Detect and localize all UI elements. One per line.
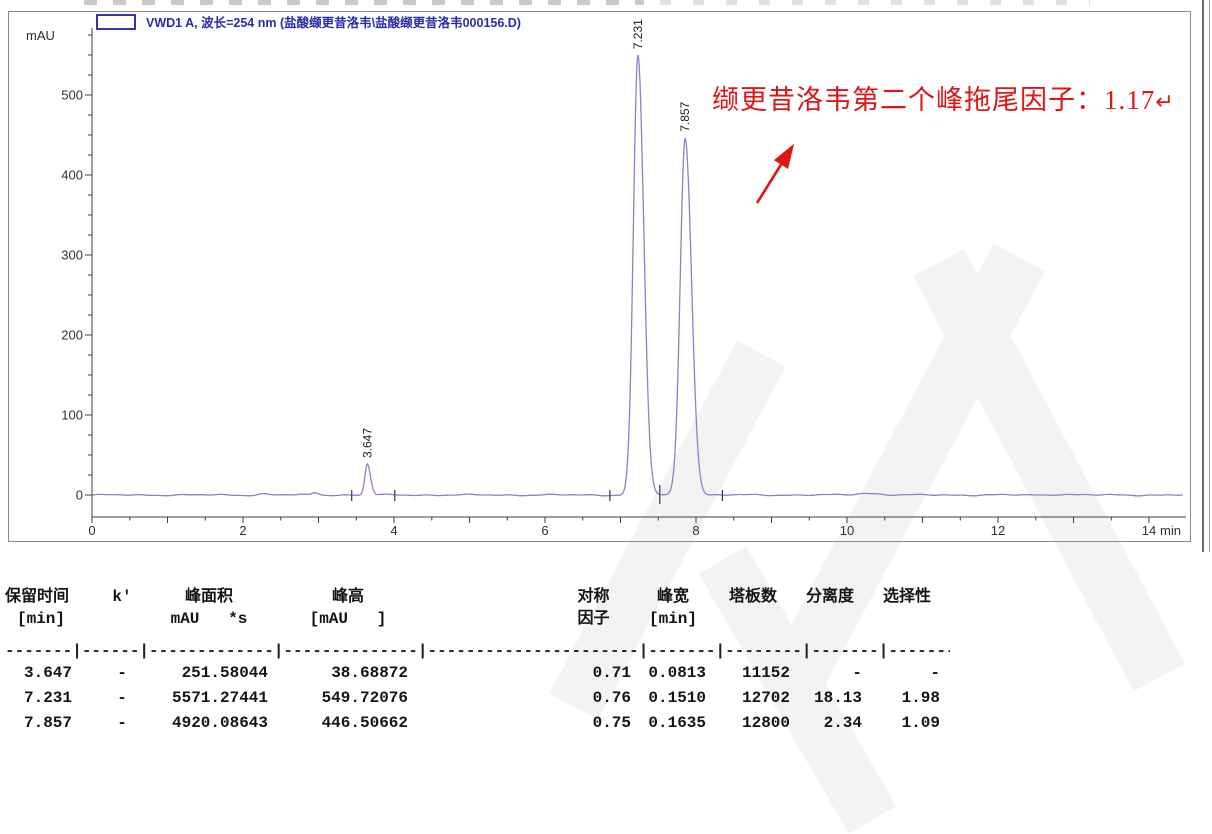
peak-label: 3.647: [360, 428, 374, 458]
cell-rt: 3.647: [23, 664, 72, 682]
header-height: 峰高: [331, 588, 364, 606]
annotation-text: 缬更昔洛韦第二个峰拖尾因子：1.17↵: [712, 78, 1174, 117]
cell-rt: 7.857: [23, 714, 72, 732]
y-tick-label: 500: [61, 88, 83, 103]
return-mark-icon: ↵: [1155, 89, 1174, 114]
peak-label: 7.231: [631, 19, 645, 49]
cell-selectivity: 1.98: [901, 689, 940, 707]
x-tick-label: 0: [88, 523, 95, 538]
y-tick-label: 200: [61, 328, 83, 343]
y-tick-label: 400: [61, 168, 83, 183]
chromatogram-report-page: { "chart_data": { "type": "line", "legen…: [5, 0, 1210, 834]
header-rt: 保留时间: [5, 588, 70, 606]
clipped-top-text: [660, 0, 1090, 5]
x-tick-label: 8: [692, 523, 699, 538]
cell-height: 38.68872: [331, 664, 408, 682]
annotation-label: 缬更昔洛韦第二个峰拖尾因子：1.17: [712, 85, 1156, 115]
cell-k: -: [117, 689, 127, 707]
clipped-top-text: [84, 0, 644, 5]
cell-plates: 12800: [741, 714, 790, 732]
y-tick-label: 300: [61, 248, 83, 263]
annotation-arrow: [755, 143, 795, 204]
y-tick-label: 100: [61, 408, 83, 423]
cell-area: 4920.08643: [171, 714, 268, 732]
x-tick-label: 12: [991, 523, 1005, 538]
cell-k: -: [117, 664, 127, 682]
x-tick-label: 10: [840, 523, 854, 538]
cell-width: 0.0813: [648, 664, 706, 682]
header-k: k': [112, 588, 132, 606]
legend-swatch-icon: [96, 14, 136, 30]
cell-height: 446.50662: [321, 714, 408, 732]
header-unit-height: [mAU ]: [309, 610, 387, 628]
legend-label: VWD1 A, 波长=254 nm (盐酸缬更昔洛韦\盐酸缬更昔洛韦000156…: [146, 16, 521, 30]
cell-selectivity: 1.09: [901, 714, 940, 732]
chromatogram-canvas: 0 100 200 300 400 500 mAU 0 2 4 6 8 10 12 14 min 3.647 7.…: [26, 19, 1186, 538]
y-axis-unit: mAU: [26, 28, 55, 43]
cell-width: 0.1635: [648, 714, 706, 732]
x-tick-label: 6: [541, 523, 548, 538]
x-axis-unit: min: [1160, 523, 1181, 538]
cell-selectivity: -: [930, 664, 940, 682]
chromatogram-trace: [91, 54, 1183, 497]
y-tick-label: 0: [76, 488, 83, 503]
chart-panel: [8, 11, 1191, 542]
cell-k: -: [117, 714, 127, 732]
window-edge-line: [1202, 0, 1210, 552]
header-unit-rt: [min]: [16, 610, 65, 628]
cell-area: 251.58044: [181, 664, 268, 682]
header-selectivity: 选择性: [882, 588, 931, 606]
cell-area: 5571.27441: [171, 689, 268, 707]
x-tick-label: 2: [239, 523, 246, 538]
header-area: 峰面积: [184, 588, 233, 606]
x-tick-label: 14: [1142, 523, 1156, 538]
cell-height: 549.72076: [321, 689, 408, 707]
peak-label: 7.857: [678, 101, 692, 131]
cell-width: 0.1510: [648, 689, 706, 707]
header-unit-area: mAU *s: [170, 610, 248, 628]
x-tick-label: 4: [390, 523, 397, 538]
cell-rt: 7.231: [23, 689, 72, 707]
